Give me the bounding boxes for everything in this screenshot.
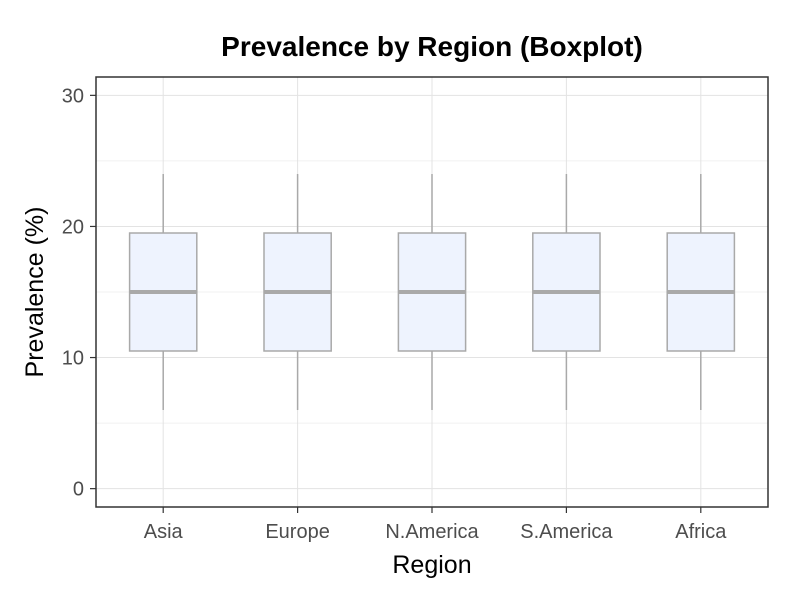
box-s-america bbox=[532, 174, 601, 410]
box-africa bbox=[666, 174, 736, 410]
y-tick-label: 30 bbox=[62, 85, 84, 107]
box-asia bbox=[128, 174, 198, 410]
axes-layer: 0 10 20 30 Asia Europe N.America S.America Afric… bbox=[62, 85, 727, 543]
x-tick-label: Europe bbox=[265, 521, 330, 543]
y-tick-label: 10 bbox=[62, 348, 84, 370]
x-tick-label: Asia bbox=[144, 521, 184, 543]
y-tick-label: 20 bbox=[62, 216, 84, 238]
y-tick-label: 0 bbox=[73, 479, 84, 501]
x-tick-label: N.America bbox=[385, 521, 479, 543]
x-axis-title: Region bbox=[392, 551, 471, 579]
box-europe bbox=[263, 174, 332, 410]
chart-title: Prevalence by Region (Boxplot) bbox=[221, 31, 643, 62]
y-axis-title: Prevalence (%) bbox=[21, 207, 49, 378]
x-tick-label: S.America bbox=[520, 521, 613, 543]
box-n-america bbox=[397, 174, 467, 410]
x-tick-label: Africa bbox=[675, 521, 727, 543]
boxes-layer bbox=[128, 174, 736, 410]
